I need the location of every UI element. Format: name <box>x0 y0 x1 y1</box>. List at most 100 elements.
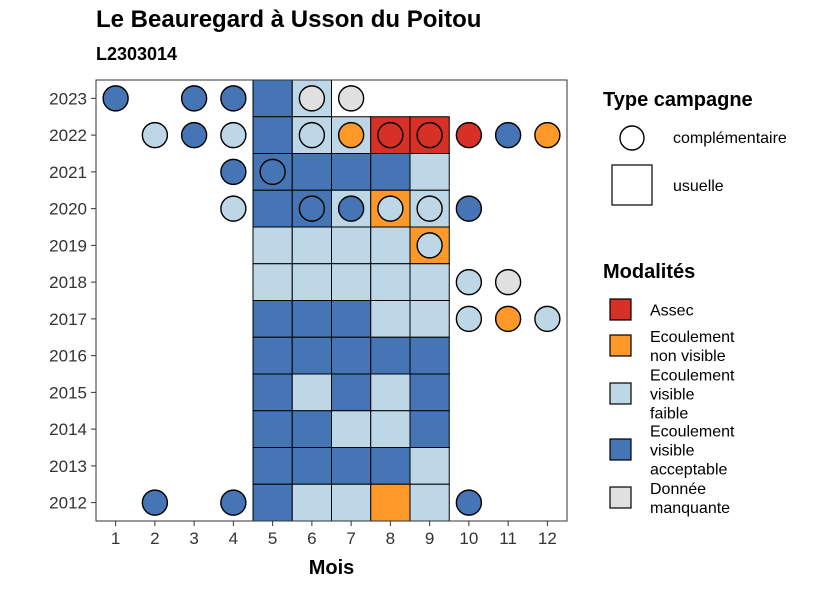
point-complementaire <box>337 121 365 149</box>
legend-key-modalite <box>609 382 632 405</box>
tile-usuelle <box>370 226 411 265</box>
tile-usuelle <box>291 226 332 265</box>
x-tick-label: 5 <box>268 529 277 548</box>
x-tick-label: 11 <box>499 529 517 548</box>
tile-usuelle <box>252 373 293 412</box>
legend-key-modalite <box>609 438 632 461</box>
x-axis-title: Mois <box>309 557 355 579</box>
legend-label-modalite: Ecoulement <box>650 368 735 385</box>
tile-usuelle <box>252 116 293 154</box>
point-complementaire <box>220 195 247 222</box>
tile-usuelle <box>331 483 372 522</box>
legend-type-title: Type campagne <box>603 89 753 111</box>
tile-usuelle <box>331 373 372 412</box>
x-tick-label: 8 <box>386 529 395 548</box>
tile-usuelle <box>331 263 372 301</box>
point-complementaire <box>298 195 326 222</box>
legend-modalites-title: Modalités <box>603 261 695 283</box>
tile-usuelle <box>291 336 332 375</box>
point-complementaire <box>298 85 326 112</box>
legend-key-modalite <box>609 298 632 321</box>
tile-usuelle <box>331 153 372 191</box>
y-tick-label: 2022 <box>49 126 87 145</box>
tile-usuelle <box>370 153 411 191</box>
x-tick-label: 9 <box>425 529 434 548</box>
point-complementaire <box>534 121 561 149</box>
tile-usuelle <box>331 300 372 338</box>
legend-label-modalite: faible <box>650 406 688 423</box>
y-tick-label: 2014 <box>49 420 87 439</box>
tile-usuelle <box>331 336 372 375</box>
tile-usuelle <box>252 189 293 228</box>
x-tick-label: 3 <box>189 529 198 548</box>
y-tick-label: 2013 <box>49 457 87 476</box>
tile-usuelle <box>370 410 411 448</box>
legend-label-modalite: manquante <box>650 500 730 517</box>
legend-label-usuelle: usuelle <box>673 178 724 195</box>
tile-usuelle <box>370 263 411 301</box>
point-complementaire <box>455 121 483 149</box>
tile-usuelle <box>409 300 450 338</box>
tile-usuelle <box>370 300 411 338</box>
legend-label-modalite: visible <box>650 387 695 404</box>
point-complementaire <box>337 195 365 222</box>
tile-usuelle <box>409 153 450 191</box>
y-tick-label: 2018 <box>49 273 87 292</box>
tile-usuelle <box>252 300 293 338</box>
tile-usuelle <box>331 447 372 485</box>
point-complementaire <box>455 489 483 516</box>
y-tick-label: 2019 <box>49 236 87 255</box>
point-complementaire <box>494 121 522 149</box>
tile-usuelle <box>291 153 332 191</box>
point-complementaire <box>298 121 326 149</box>
tile-usuelle <box>409 447 450 485</box>
point-complementaire <box>534 305 561 333</box>
tile-usuelle <box>291 447 332 485</box>
x-tick-label: 6 <box>307 529 316 548</box>
x-tick-label: 12 <box>538 529 557 548</box>
tile-usuelle <box>252 483 293 522</box>
y-tick-label: 2020 <box>49 200 87 219</box>
tile-usuelle <box>370 373 411 412</box>
tile-usuelle <box>370 483 411 522</box>
point-complementaire <box>259 158 286 186</box>
legend-label-modalite: Ecoulement <box>650 424 735 441</box>
point-complementaire <box>416 195 443 222</box>
y-tick-label: 2017 <box>49 310 87 329</box>
tile-usuelle <box>409 483 450 522</box>
tile-usuelle <box>370 336 411 375</box>
tile-usuelle <box>409 373 450 412</box>
point-complementaire <box>220 489 247 516</box>
tile-usuelle <box>331 226 372 265</box>
tile-usuelle <box>252 410 293 448</box>
x-tick-label: 1 <box>111 529 120 548</box>
tile-usuelle <box>370 447 411 485</box>
point-complementaire <box>455 268 483 296</box>
y-tick-label: 2016 <box>49 347 87 366</box>
legend-key-usuelle <box>611 164 653 206</box>
point-complementaire <box>220 121 247 149</box>
tile-usuelle <box>291 410 332 448</box>
tile-usuelle <box>252 336 293 375</box>
legend-label-modalite: acceptable <box>650 462 727 479</box>
point-complementaire <box>455 305 483 333</box>
tile-usuelle <box>291 483 332 522</box>
y-tick-label: 2012 <box>49 494 87 513</box>
point-complementaire <box>494 268 522 296</box>
point-complementaire <box>337 85 365 112</box>
point-complementaire <box>220 85 247 112</box>
y-tick-label: 2023 <box>49 89 87 108</box>
chart-subtitle: L2303014 <box>96 44 178 64</box>
plot-border <box>95 79 568 522</box>
tile-usuelle <box>252 447 293 485</box>
point-complementaire <box>455 195 483 222</box>
tile-usuelle <box>409 263 450 301</box>
tile-usuelle <box>409 336 450 375</box>
chart-title: Le Beauregard à Usson du Poitou <box>96 6 482 33</box>
tile-usuelle <box>252 226 293 265</box>
point-complementaire <box>220 158 247 186</box>
y-tick-label: 2015 <box>49 383 87 402</box>
legend-label-modalite: Ecoulement <box>650 329 735 346</box>
point-complementaire <box>180 85 208 112</box>
